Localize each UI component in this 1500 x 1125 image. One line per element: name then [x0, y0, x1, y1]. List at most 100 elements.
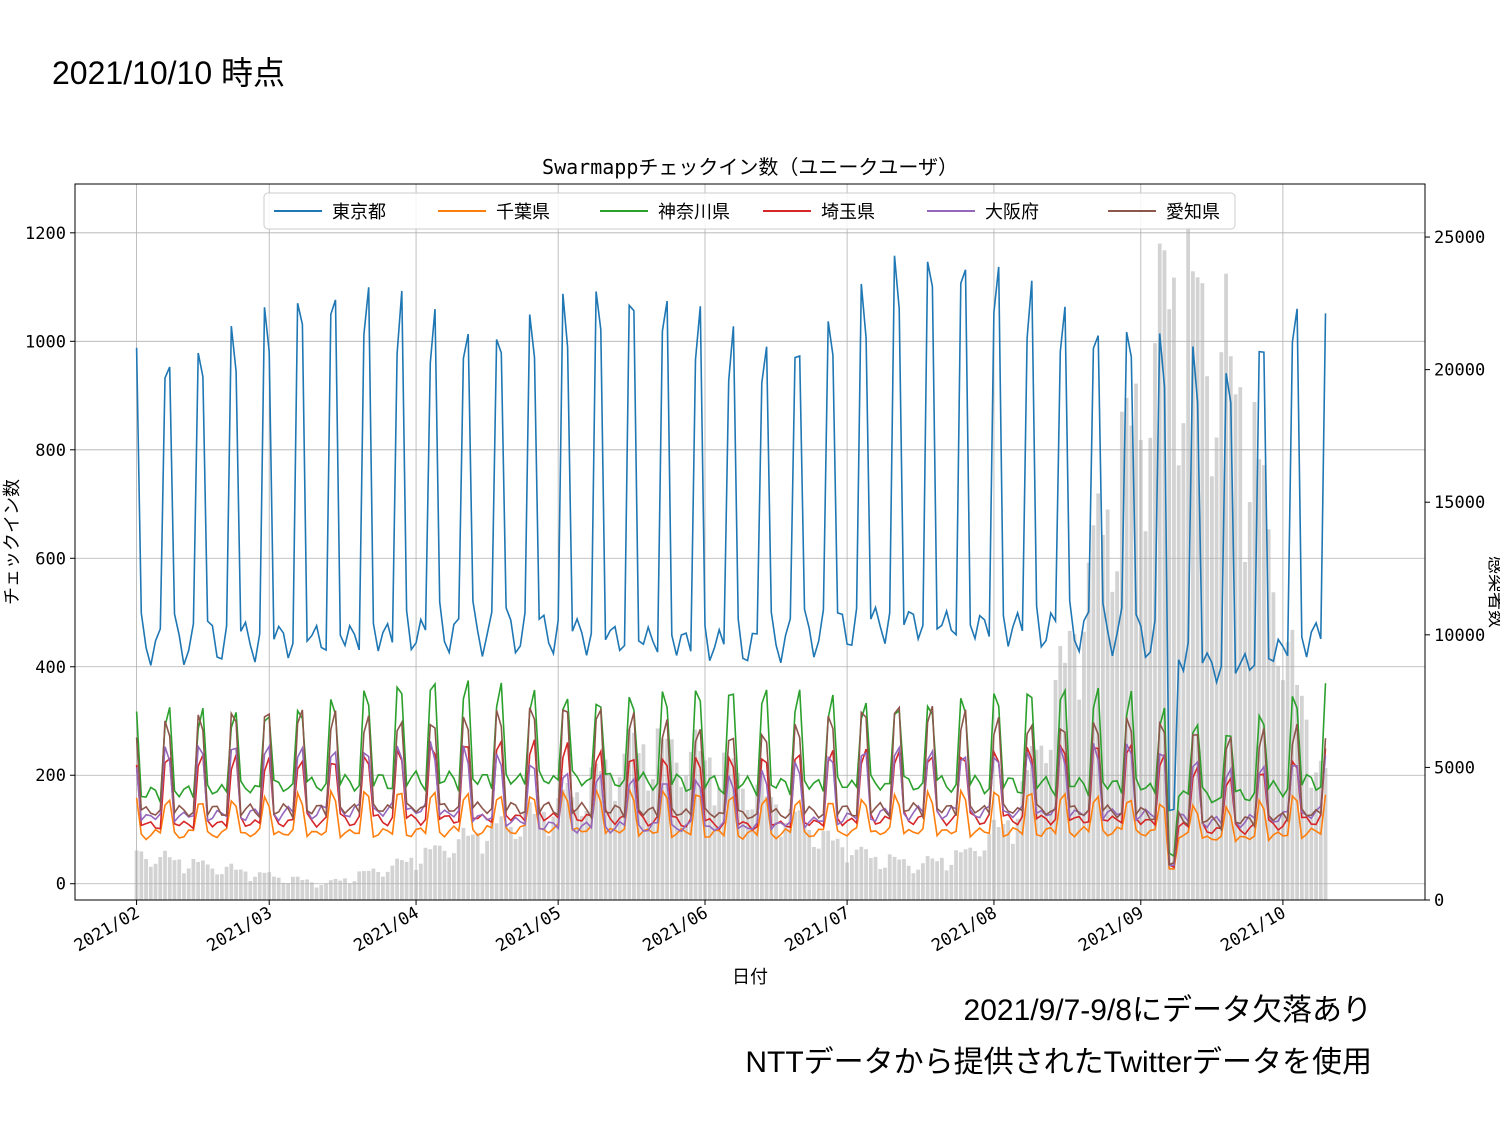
- case-bar: [1200, 283, 1205, 900]
- case-bar: [636, 753, 641, 900]
- case-bar: [1058, 646, 1063, 900]
- case-bar: [471, 834, 475, 900]
- case-bar: [1285, 642, 1290, 900]
- case-bar: [253, 876, 257, 900]
- case-bar: [764, 796, 769, 900]
- case-bar: [1257, 459, 1262, 900]
- case-bar: [849, 855, 854, 900]
- case-bar: [1063, 662, 1067, 900]
- case-bar: [887, 854, 892, 900]
- case-bar: [423, 847, 428, 900]
- case-bar: [949, 864, 954, 900]
- case-bar: [352, 881, 357, 900]
- case-bar: [1101, 535, 1105, 900]
- y2-tick-label: 20000: [1434, 361, 1485, 381]
- case-bar: [234, 869, 238, 900]
- case-bar: [741, 788, 745, 900]
- case-bar: [712, 805, 717, 900]
- case-bar: [1124, 397, 1129, 900]
- case-bar: [831, 840, 835, 900]
- case-bar: [807, 829, 812, 900]
- case-bar: [1195, 277, 1200, 900]
- series-line-2: [135, 788, 1327, 870]
- case-bar: [300, 880, 305, 900]
- case-bar: [963, 849, 968, 900]
- case-bar: [191, 858, 196, 900]
- case-bar: [475, 832, 480, 900]
- y-tick-label: 1000: [25, 332, 66, 352]
- case-bar: [1034, 749, 1039, 900]
- case-bar: [518, 836, 523, 900]
- case-bar: [679, 786, 684, 900]
- case-bar: [759, 774, 764, 900]
- case-bar: [1044, 763, 1048, 900]
- case-bar: [1134, 383, 1138, 901]
- case-bar: [688, 751, 693, 900]
- case-bar: [177, 859, 182, 900]
- case-bar: [1262, 465, 1266, 900]
- case-bar: [523, 811, 527, 900]
- case-bar: [973, 851, 977, 900]
- legend: 東京都 千葉県 神奈川県 埼玉県 大阪府 愛知県: [263, 192, 1236, 230]
- case-bar: [205, 864, 210, 900]
- case-bar: [527, 802, 532, 900]
- y-tick-label: 1200: [25, 224, 66, 244]
- case-bar: [433, 845, 437, 900]
- case-bar: [594, 763, 598, 900]
- case-bar: [902, 859, 906, 900]
- y2-tick-label: 0: [1434, 891, 1444, 911]
- case-bar: [1191, 271, 1195, 900]
- case-bar: [987, 834, 992, 900]
- y-tick-label: 800: [35, 441, 66, 461]
- case-bar: [1148, 437, 1153, 900]
- case-bar: [698, 751, 703, 900]
- case-bar: [1295, 684, 1299, 900]
- legend-label: 神奈川県: [658, 202, 730, 223]
- case-bar: [163, 850, 167, 900]
- x-tick-label: 2021/08: [928, 903, 1000, 956]
- case-bar: [968, 847, 973, 900]
- data-source-note: NTTデータから提供されたTwitterデータを使用: [745, 1046, 1372, 1079]
- slide-header: 2021/10/10 時点: [52, 55, 286, 91]
- case-bar: [1314, 772, 1318, 900]
- case-bar: [1186, 227, 1191, 901]
- chart-title: Swarmappチェックイン数（ユニークユーザ）: [542, 155, 958, 179]
- case-bar: [1238, 387, 1243, 901]
- case-bar: [579, 815, 584, 900]
- case-bar: [769, 796, 774, 900]
- case-bar: [1143, 531, 1148, 900]
- case-bar: [707, 757, 712, 900]
- case-bar: [1119, 411, 1124, 900]
- case-bar: [925, 856, 930, 900]
- case-bar: [868, 858, 873, 900]
- case-bar: [456, 839, 461, 900]
- case-bar: [485, 840, 489, 900]
- case-bar: [262, 872, 267, 900]
- case-bar: [153, 863, 158, 900]
- case-bar: [982, 850, 987, 900]
- case-bar: [812, 846, 816, 900]
- plot-frame: [74, 183, 1426, 901]
- case-bar: [1011, 843, 1015, 900]
- y2-tick-label: 15000: [1434, 493, 1485, 513]
- case-bar: [641, 744, 646, 900]
- case-bar: [1271, 592, 1276, 900]
- legend-label: 愛知県: [1166, 202, 1220, 223]
- case-bar: [139, 851, 144, 900]
- case-bar: [1077, 699, 1082, 900]
- case-bar: [272, 876, 276, 900]
- case-bar: [693, 729, 698, 900]
- case-bar: [835, 838, 840, 900]
- case-bar: [717, 787, 722, 900]
- case-bar: [532, 813, 537, 900]
- y2-axis-label: 感染者数: [1485, 556, 1500, 628]
- case-bar: [892, 856, 897, 900]
- case-bar: [343, 878, 347, 900]
- case-bar: [774, 804, 778, 900]
- case-bar: [186, 868, 191, 900]
- case-bar: [437, 845, 442, 900]
- case-bar: [939, 857, 944, 900]
- case-bar: [286, 883, 291, 900]
- case-bar: [750, 809, 755, 900]
